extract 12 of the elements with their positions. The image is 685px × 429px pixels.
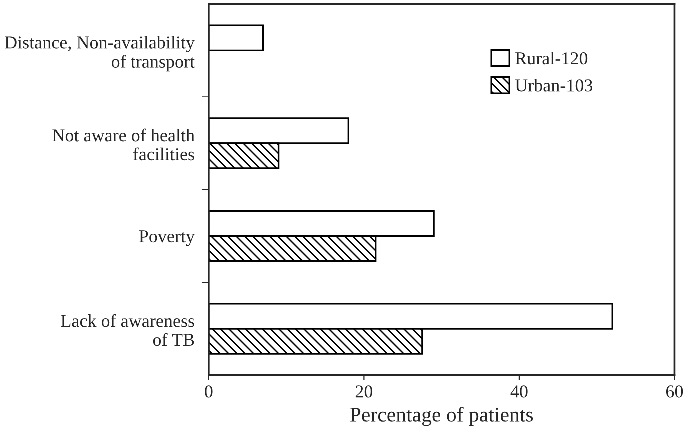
x-tick-label: 20 bbox=[356, 386, 373, 398]
x-axis-title: Percentage of patients bbox=[350, 407, 534, 426]
y-tick-label: Lack of awareness of TB bbox=[61, 314, 194, 346]
y-tick-label: Not aware of health facilities bbox=[52, 128, 195, 161]
legend-label: Rural-120 bbox=[516, 52, 588, 65]
x-tick-label: 0 bbox=[205, 386, 213, 398]
legend-label: Urban-103 bbox=[515, 79, 593, 92]
y-tick-label: Distance, Non-availability of transport bbox=[5, 36, 195, 72]
x-tick-label: 40 bbox=[510, 386, 528, 398]
bar bbox=[208, 24, 264, 52]
x-tick-label: 60 bbox=[666, 386, 684, 398]
y-tick-label: Poverty bbox=[139, 230, 195, 246]
